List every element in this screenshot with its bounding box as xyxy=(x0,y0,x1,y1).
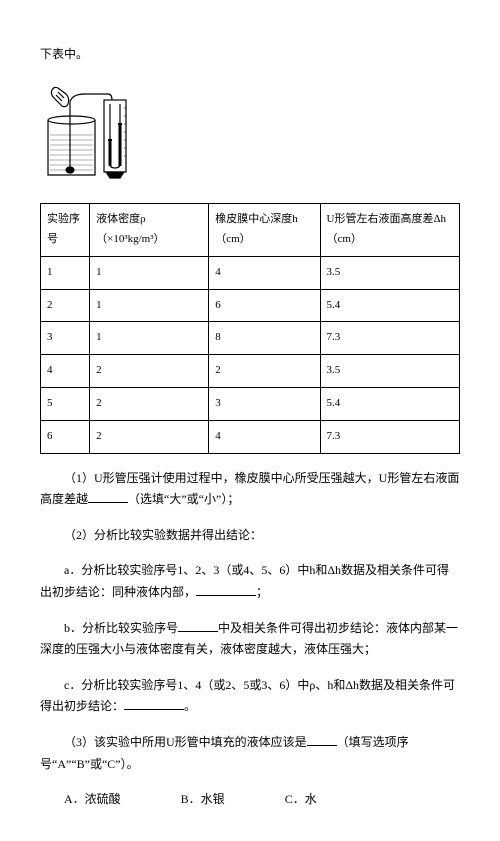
cell: 4 xyxy=(209,256,320,289)
cell: 4 xyxy=(209,420,320,453)
question-2b: b．分析比较实验序号中及相关条件可得出初步结论：液体内部某一深度的压强大小与液体… xyxy=(40,618,460,661)
cell: 8 xyxy=(209,322,320,355)
table-row: 3 1 8 7.3 xyxy=(41,322,460,355)
cell: 6 xyxy=(209,289,320,322)
cell: 3.5 xyxy=(320,256,460,289)
cell: 2 xyxy=(90,355,209,388)
blank-input[interactable] xyxy=(196,583,256,596)
option-c[interactable]: C．水 xyxy=(285,789,317,811)
cell: 2 xyxy=(90,420,209,453)
q2c-pre: c．分析比较实验序号1、4（或2、5或3、6）中ρ、h和Δh数据及相关条件可得出… xyxy=(40,678,455,714)
table-row: 4 2 2 3.5 xyxy=(41,355,460,388)
blank-input[interactable] xyxy=(307,733,337,746)
cell: 7.3 xyxy=(320,420,460,453)
cell: 5.4 xyxy=(320,289,460,322)
cell: 3 xyxy=(41,322,90,355)
table-row: 2 1 6 5.4 xyxy=(41,289,460,322)
question-1: （1）U形管压强计使用过程中，橡皮膜中心所受压强越大，U形管左右液面高度差越（选… xyxy=(40,468,460,511)
data-table: 实验序号 液体密度ρ（×10³kg/m³） 橡皮膜中心深度h（cm） U形管左右… xyxy=(40,203,460,453)
table-row: 1 1 4 3.5 xyxy=(41,256,460,289)
cell: 1 xyxy=(90,289,209,322)
cell: 1 xyxy=(41,256,90,289)
blank-input[interactable] xyxy=(178,619,218,632)
q2a-post: ； xyxy=(256,585,268,599)
q1-post: （选填“大”或“小”）； xyxy=(128,492,239,506)
cell: 7.3 xyxy=(320,322,460,355)
table-header-row: 实验序号 液体密度ρ（×10³kg/m³） 橡皮膜中心深度h（cm） U形管左右… xyxy=(41,204,460,257)
cell: 3.5 xyxy=(320,355,460,388)
cell: 2 xyxy=(41,289,90,322)
col-header: 橡皮膜中心深度h（cm） xyxy=(209,204,320,257)
col-header: 实验序号 xyxy=(41,204,90,257)
cell: 1 xyxy=(90,322,209,355)
blank-input[interactable] xyxy=(88,490,128,503)
q2b-pre: b．分析比较实验序号 xyxy=(64,621,178,635)
cell: 4 xyxy=(41,355,90,388)
apparatus-diagram xyxy=(40,80,460,198)
option-a[interactable]: A．浓硫酸 xyxy=(64,789,121,811)
question-2c: c．分析比较实验序号1、4（或2、5或3、6）中ρ、h和Δh数据及相关条件可得出… xyxy=(40,675,460,718)
cell: 3 xyxy=(209,387,320,420)
options-row: A．浓硫酸 B．水银 C．水 xyxy=(64,789,460,811)
intro-text: 下表中。 xyxy=(40,44,460,66)
question-2a: a．分析比较实验序号1、2、3（或4、5、6）中h和Δh数据及相关条件可得出初步… xyxy=(40,560,460,603)
col-header: 液体密度ρ（×10³kg/m³） xyxy=(90,204,209,257)
table-row: 6 2 4 7.3 xyxy=(41,420,460,453)
table-row: 5 2 3 5.4 xyxy=(41,387,460,420)
cell: 5.4 xyxy=(320,387,460,420)
option-b[interactable]: B．水银 xyxy=(181,789,225,811)
cell: 2 xyxy=(209,355,320,388)
blank-input[interactable] xyxy=(124,697,184,710)
col-header: U形管左右液面高度差Δh（cm） xyxy=(320,204,460,257)
cell: 2 xyxy=(90,387,209,420)
question-3: （3）该实验中所用U形管中填充的液体应该是（填写选项序号“A”“B”或“C”）。 xyxy=(40,732,460,775)
cell: 6 xyxy=(41,420,90,453)
question-2-head: （2）分析比较实验数据并得出结论： xyxy=(40,525,460,547)
q3-pre: （3）该实验中所用U形管中填充的液体应该是 xyxy=(64,735,307,749)
cell: 5 xyxy=(41,387,90,420)
cell: 1 xyxy=(90,256,209,289)
q2c-post: 。 xyxy=(184,699,196,713)
